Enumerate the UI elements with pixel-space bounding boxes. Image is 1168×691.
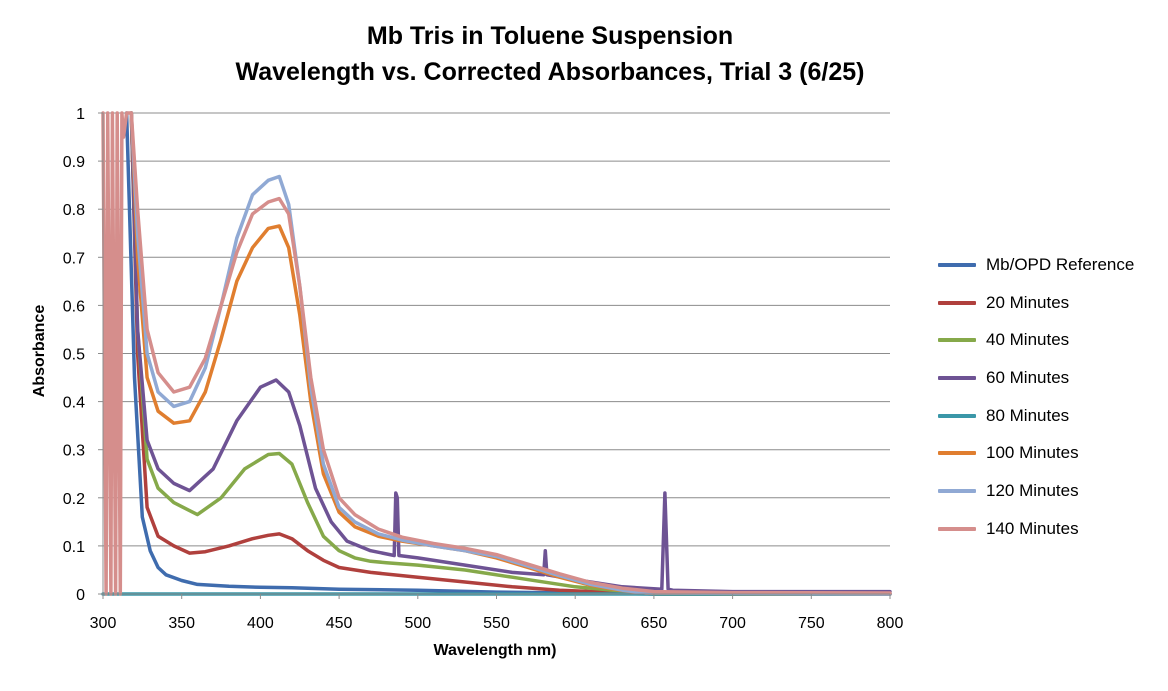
x-axis-label: Wavelength nm)	[433, 642, 557, 659]
y-tick-label: 0.2	[63, 491, 85, 508]
legend-item: 40 Minutes	[938, 321, 1134, 359]
y-axis-label: Absorbance	[31, 304, 48, 398]
x-tick-label: 600	[562, 615, 589, 632]
x-tick-label: 800	[877, 615, 904, 632]
y-tick-label: 0.9	[63, 154, 85, 171]
chart-title-line-2: Wavelength vs. Corrected Absorbances, Tr…	[235, 58, 865, 86]
legend-swatch	[938, 488, 976, 493]
legend-item: 140 Minutes	[938, 510, 1134, 548]
gridlines	[103, 112, 890, 547]
legend-swatch	[938, 338, 976, 343]
series-line-7	[101, 111, 892, 596]
legend-swatch	[938, 262, 976, 267]
legend-item: 20 Minutes	[938, 284, 1134, 322]
legend-label: 120 Minutes	[986, 480, 1079, 500]
legend-item: 80 Minutes	[938, 397, 1134, 435]
x-tick-label: 350	[168, 615, 195, 632]
legend-label: Mb/OPD Reference	[986, 254, 1135, 274]
y-tick-label: 0.7	[63, 250, 85, 267]
legend-label: 80 Minutes	[986, 405, 1070, 425]
chart-title-line-1: Mb Tris in Toluene Suspension	[366, 22, 734, 50]
axes: 0 0.1 0.2 0.3 0.4 0.5 0.6 0.7 0.8 0.9 1 300 350 400 45…	[63, 106, 904, 632]
y-tick-label: 0.6	[63, 298, 85, 315]
legend-swatch	[938, 375, 976, 380]
legend-swatch	[938, 413, 976, 418]
series-line-3	[129, 111, 892, 594]
legend-item: 60 Minutes	[938, 359, 1134, 397]
legend-item: 100 Minutes	[938, 434, 1134, 472]
x-tick-label: 400	[247, 615, 274, 632]
legend-label: 100 Minutes	[986, 443, 1079, 463]
legend-item: Mb/OPD Reference	[938, 246, 1134, 284]
legend-label: 40 Minutes	[986, 330, 1070, 350]
x-tick-label: 650	[641, 615, 668, 632]
legend-item: 120 Minutes	[938, 472, 1134, 510]
x-tick-label: 700	[719, 615, 746, 632]
y-tick-label: 0.3	[63, 443, 85, 460]
x-tick-label: 450	[326, 615, 353, 632]
y-tick-label: 1	[76, 106, 85, 123]
legend-label: 140 Minutes	[986, 518, 1079, 538]
series-line-2	[129, 111, 892, 596]
legend: Mb/OPD Reference 20 Minutes 40 Minutes 60 M…	[938, 246, 1134, 548]
legend-label: 60 Minutes	[986, 367, 1070, 387]
series-line-1	[129, 111, 892, 596]
legend-label: 20 Minutes	[986, 292, 1070, 312]
legend-swatch	[938, 300, 976, 305]
y-tick-label: 0.4	[63, 395, 85, 412]
x-tick-label: 300	[90, 615, 117, 632]
y-tick-label: 0.1	[63, 539, 85, 556]
x-tick-label: 750	[798, 615, 825, 632]
legend-swatch	[938, 526, 976, 531]
x-tick-label: 550	[483, 615, 510, 632]
y-tick-label: 0.5	[63, 347, 85, 364]
y-tick-label: 0.8	[63, 202, 85, 219]
legend-swatch	[938, 451, 976, 456]
y-tick-label: 0	[76, 587, 85, 604]
x-tick-label: 500	[404, 615, 431, 632]
